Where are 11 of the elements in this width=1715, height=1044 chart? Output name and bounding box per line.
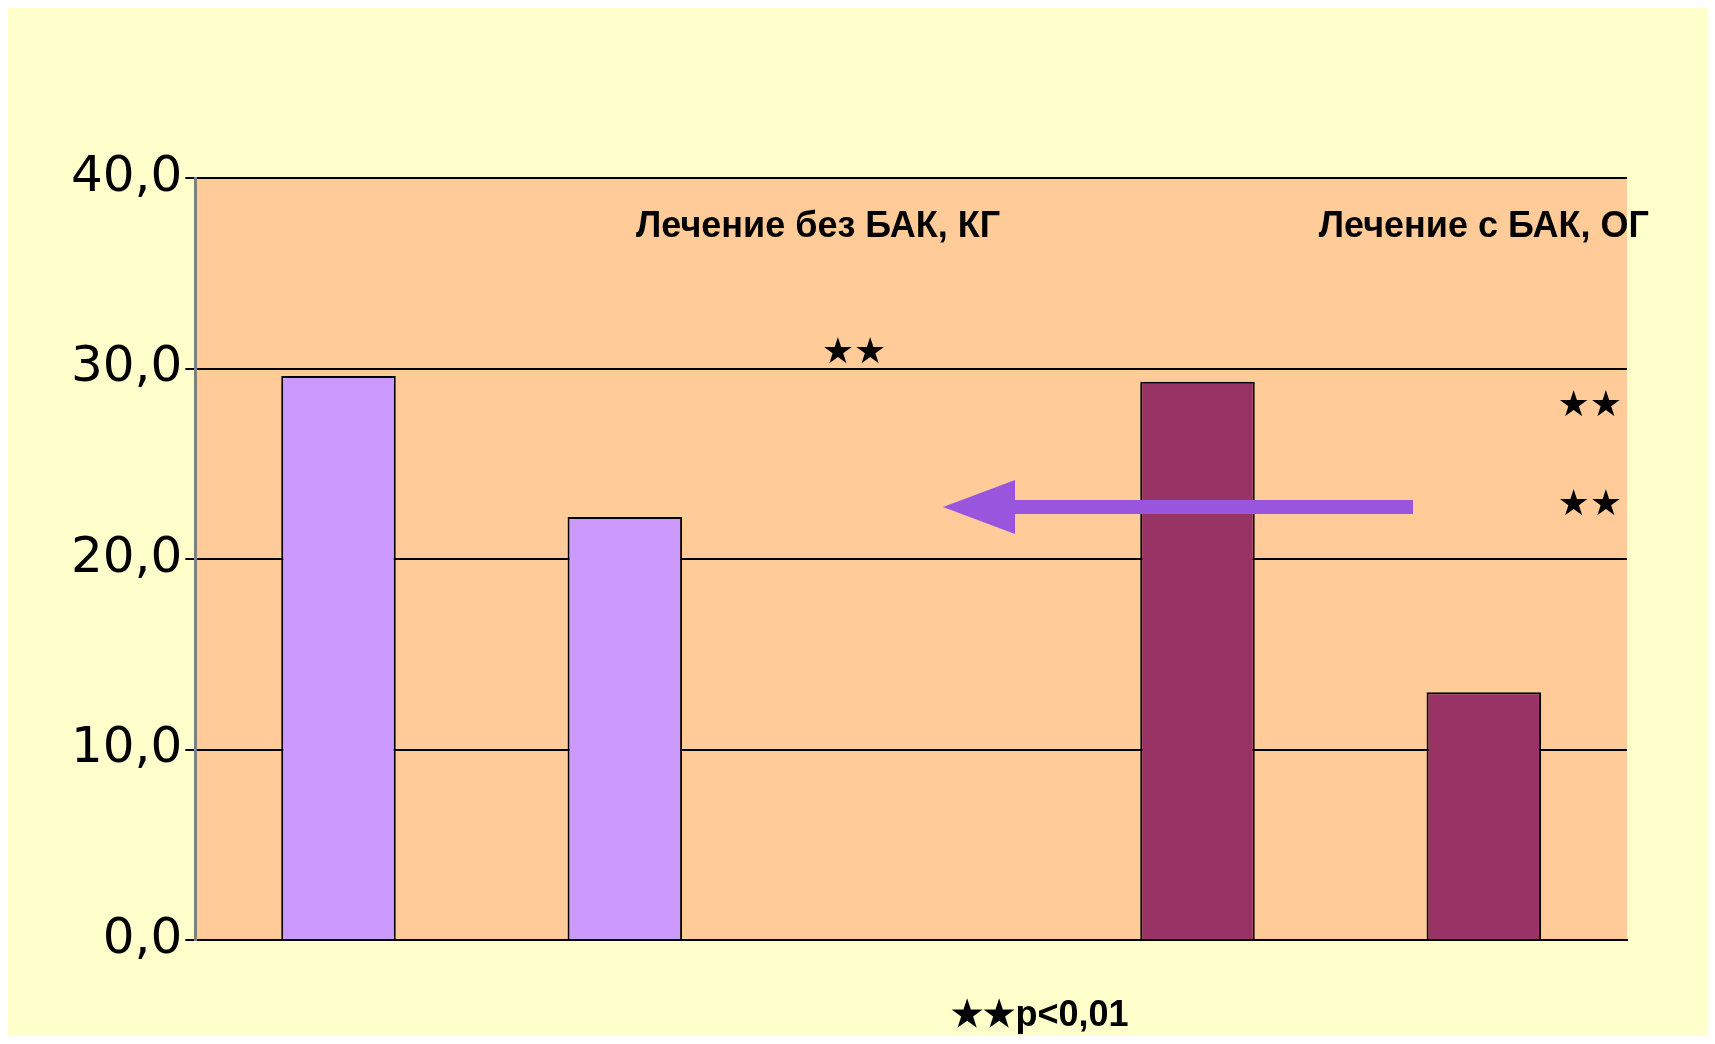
y-tick-label: 0,0 [102, 906, 183, 965]
annotation: ★★ [1557, 482, 1623, 524]
y-tick-label: 20,0 [71, 525, 183, 584]
text: ★★p<0,01 [951, 993, 1129, 1035]
y-tick-label: 40,0 [71, 144, 183, 203]
y-tick-label: 10,0 [71, 716, 183, 775]
annotation: Лечение без БАК, КГ [636, 203, 1001, 245]
annotation: ★★ [821, 329, 887, 371]
annotation: Лечение с БАК, ОГ [1318, 203, 1649, 245]
y-tick-label: 30,0 [71, 335, 183, 394]
annotation: ★★ [1557, 382, 1623, 424]
